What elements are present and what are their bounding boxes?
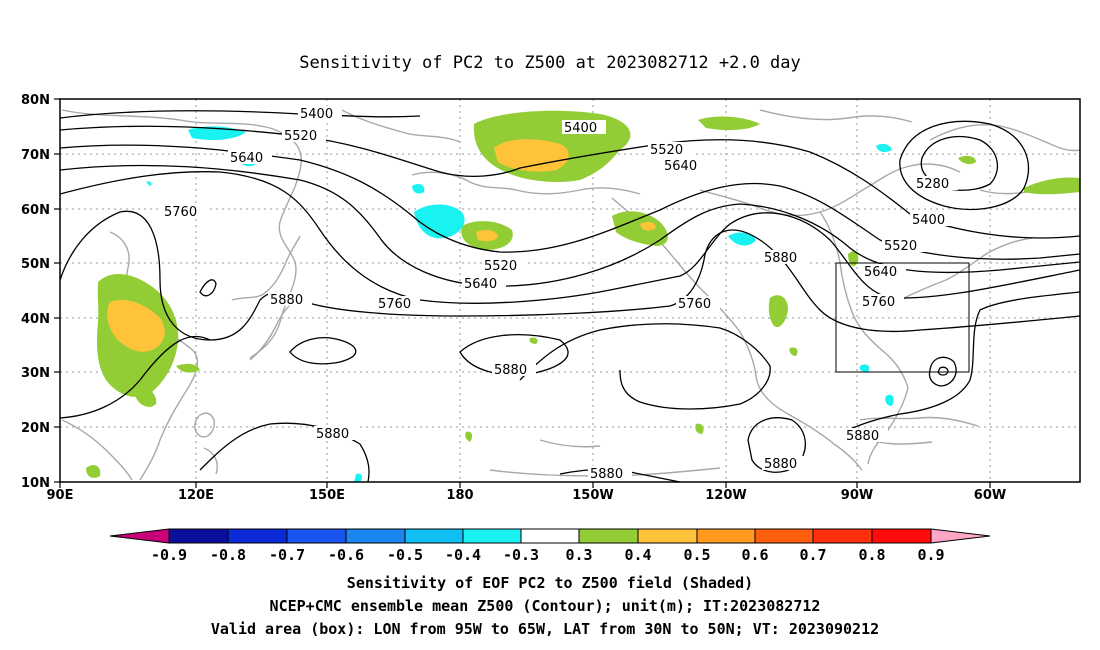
colorbar-low-arrow bbox=[110, 529, 169, 543]
contour-label-5880-south: 5880 bbox=[316, 427, 349, 442]
shaded-sensitivity-regions bbox=[86, 110, 1080, 482]
colorbar-tick-label: 0.8 bbox=[858, 546, 885, 564]
map-frame bbox=[59, 98, 1081, 483]
contour-label-5400-west: 5400 bbox=[300, 107, 333, 122]
lon-label: 60W bbox=[974, 488, 1006, 503]
contour-label-5520-west: 5520 bbox=[284, 129, 317, 144]
colorbar-swatch bbox=[638, 529, 697, 543]
valid-area-box bbox=[835, 262, 970, 373]
colorbar-tick-label: 0.9 bbox=[917, 546, 944, 564]
colorbar-swatch bbox=[697, 529, 755, 543]
colorbar-swatch bbox=[872, 529, 931, 543]
colorbar-swatch bbox=[463, 529, 521, 543]
figure-captions: Sensitivity of EOF PC2 to Z500 field (Sh… bbox=[211, 574, 879, 638]
colorbar-swatch bbox=[813, 529, 872, 543]
colorbar-swatch bbox=[169, 529, 228, 543]
contour-label-5760-west: 5760 bbox=[164, 205, 197, 220]
caption-valid-area: Valid area (box): LON from 95W to 65W, L… bbox=[211, 620, 879, 638]
colorbar-tick-label: -0.5 bbox=[387, 546, 423, 564]
colorbar-tick-label: -0.6 bbox=[328, 546, 364, 564]
caption-contour: NCEP+CMC ensemble mean Z500 (Contour); u… bbox=[270, 597, 821, 615]
map-gridlines bbox=[60, 99, 1080, 482]
contour-label-5760-east: 5760 bbox=[862, 295, 895, 310]
colorbar-swatch bbox=[579, 529, 638, 543]
colorbar-swatch bbox=[228, 529, 287, 543]
contour-label-5640-east: 5640 bbox=[864, 265, 897, 280]
latitude-labels: 80N 70N 60N 50N 40N 30N 20N 10N bbox=[21, 93, 50, 491]
colorbar-tick-label: -0.4 bbox=[445, 546, 481, 564]
colorbar-swatch bbox=[287, 529, 346, 543]
map-area: 5400 5520 5640 5760 5880 5400 5520 5640 … bbox=[60, 99, 1080, 482]
contour-label-5520-center: 5520 bbox=[650, 143, 683, 158]
contour-label-5880-tropics: 5880 bbox=[590, 467, 623, 482]
colorbar-swatch bbox=[521, 529, 579, 543]
colorbar-tick-label: -0.7 bbox=[269, 546, 305, 564]
lon-label: 120E bbox=[178, 488, 214, 503]
contour-label-5880-caribbean: 5880 bbox=[846, 429, 879, 444]
colorbar-tick-labels: -0.9 -0.8 -0.7 -0.6 -0.5 -0.4 -0.3 0.3 0… bbox=[151, 546, 945, 564]
contour-label-5640-low: 5640 bbox=[464, 277, 497, 292]
colorbar-tick-label: -0.3 bbox=[503, 546, 539, 564]
longitude-labels: 90E 120E 150E 180 150W 120W 90W 60W bbox=[47, 488, 1007, 503]
colorbar-tick-label: 0.3 bbox=[565, 546, 592, 564]
colorbar-high-arrow bbox=[931, 529, 990, 543]
contour-labels: 5400 5520 5640 5760 5880 5400 5520 5640 … bbox=[162, 106, 958, 482]
lon-label: 180 bbox=[446, 488, 473, 503]
contour-label-5880-japan: 5880 bbox=[270, 293, 303, 308]
lat-label: 70N bbox=[21, 148, 50, 163]
lat-label: 20N bbox=[21, 421, 50, 436]
colorbar bbox=[109, 528, 991, 544]
colorbar-tick-label: 0.5 bbox=[683, 546, 710, 564]
colorbar-swatch bbox=[755, 529, 813, 543]
figure-title: Sensitivity of PC2 to Z500 at 2023082712… bbox=[299, 53, 801, 73]
contour-label-5520-low: 5520 bbox=[484, 259, 517, 274]
contour-label-5520-east: 5520 bbox=[884, 239, 917, 254]
lon-label: 90W bbox=[841, 488, 873, 503]
contour-label-5640-west: 5640 bbox=[230, 151, 263, 166]
colorbar-tick-label: -0.8 bbox=[210, 546, 246, 564]
lon-label: 120W bbox=[705, 488, 746, 503]
contour-label-5880-mexico: 5880 bbox=[764, 457, 797, 472]
lat-label: 40N bbox=[21, 312, 50, 327]
colorbar-tick-label: 0.6 bbox=[741, 546, 768, 564]
lon-label: 150W bbox=[572, 488, 613, 503]
caption-shaded: Sensitivity of EOF PC2 to Z500 field (Sh… bbox=[347, 574, 753, 592]
colorbar-swatch bbox=[405, 529, 463, 543]
z500-contours bbox=[60, 110, 1080, 482]
colorbar-tick-label: 0.7 bbox=[799, 546, 826, 564]
lat-label: 10N bbox=[21, 476, 50, 491]
contour-label-5760-pacific: 5760 bbox=[678, 297, 711, 312]
lat-label: 30N bbox=[21, 366, 50, 381]
contour-label-5880-rockies: 5880 bbox=[764, 251, 797, 266]
axis-ticks bbox=[54, 98, 991, 488]
lon-label: 90E bbox=[47, 488, 74, 503]
colorbar-tick-label: 0.4 bbox=[624, 546, 651, 564]
contour-label-5400-east: 5400 bbox=[912, 213, 945, 228]
contour-label-5400-center: 5400 bbox=[564, 121, 597, 136]
colorbar-swatch bbox=[346, 529, 405, 543]
colorbar-tick-label: -0.9 bbox=[151, 546, 187, 564]
contour-label-5880-pacific: 5880 bbox=[494, 363, 527, 378]
contour-label-5760-low: 5760 bbox=[378, 297, 411, 312]
contour-label-5640-center: 5640 bbox=[664, 159, 697, 174]
lat-label: 50N bbox=[21, 257, 50, 272]
contour-label-5280: 5280 bbox=[916, 177, 949, 192]
lat-label: 80N bbox=[21, 93, 50, 108]
lon-label: 150E bbox=[309, 488, 345, 503]
lat-label: 60N bbox=[21, 203, 50, 218]
